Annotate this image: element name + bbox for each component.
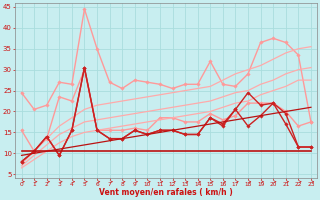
X-axis label: Vent moyen/en rafales ( km/h ): Vent moyen/en rafales ( km/h ) bbox=[100, 188, 233, 197]
